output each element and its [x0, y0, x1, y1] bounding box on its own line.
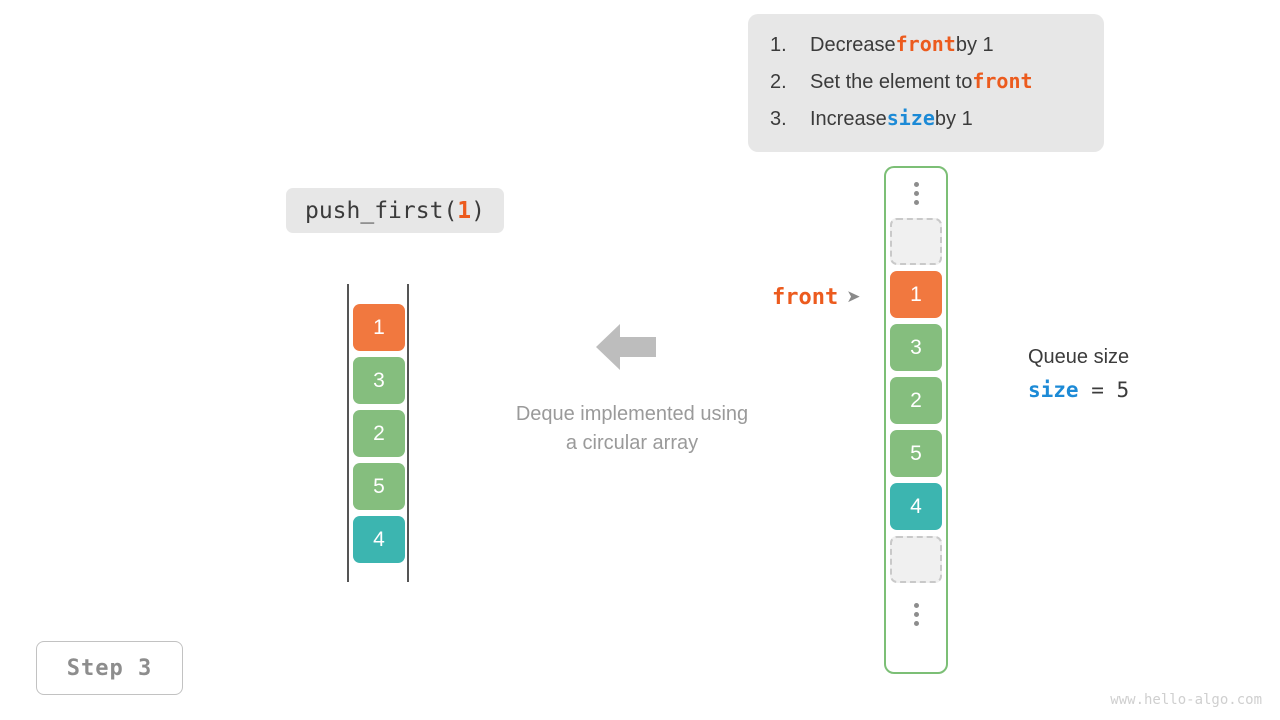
deque-cell-list: 1 3 2 5 4: [353, 304, 405, 569]
arrow-right-icon: ➤: [846, 287, 861, 306]
instruction-step-text-pre: Increase: [810, 108, 887, 130]
queue-size-readout: Queue size size = 5: [1028, 344, 1228, 402]
operation-argument: 1: [457, 197, 472, 224]
instruction-step-text-post: by 1: [955, 34, 994, 56]
caption-line-2: a circular array: [565, 432, 699, 454]
array-cell: 5: [890, 430, 942, 477]
instruction-step-number: 2.: [770, 71, 787, 93]
queue-size-expression: size = 5: [1028, 378, 1228, 402]
step-badge: Step 3: [36, 641, 183, 695]
instruction-panel: 1. Decrease front by 1 2. Set the elemen…: [748, 14, 1104, 152]
instruction-step-number: 1.: [770, 34, 787, 56]
instruction-step: 1. Decrease front by 1: [770, 32, 1084, 69]
operation-label: push_first(1): [286, 188, 504, 233]
left-arrow-icon: [596, 322, 656, 372]
deque-cell: 2: [353, 410, 405, 457]
array-cell: 4: [890, 483, 942, 530]
circular-array-visualization: 1 3 2 5 4: [884, 166, 948, 674]
operation-close-paren: ): [471, 197, 486, 224]
array-cell: 1: [890, 271, 942, 318]
array-cell: 2: [890, 377, 942, 424]
ellipsis-dots-icon-bottom: [913, 589, 919, 639]
deque-cell: 5: [353, 463, 405, 510]
instruction-step-text-pre: Decrease: [810, 34, 896, 56]
keyword-size: size: [1028, 378, 1079, 402]
queue-size-value: = 5: [1078, 378, 1130, 402]
keyword-front: front: [972, 69, 1033, 93]
empty-slot: [890, 536, 942, 583]
deque-cell: 4: [353, 516, 405, 563]
queue-size-title: Queue size: [1028, 346, 1130, 368]
deque-cell: 1: [353, 304, 405, 351]
instruction-step-text-pre: Set the element to: [810, 71, 973, 93]
keyword-size: size: [886, 106, 935, 130]
front-pointer: front ➤: [772, 285, 860, 310]
diagram-caption: Deque implemented using a circular array: [452, 400, 812, 458]
front-pointer-label: front: [772, 285, 839, 310]
circular-array-cell-list: 1 3 2 5 4: [890, 218, 942, 589]
array-cell: 3: [890, 324, 942, 371]
instruction-step-number: 3.: [770, 108, 787, 130]
deque-rail-left: [347, 284, 349, 582]
instruction-step: 2. Set the element to front: [770, 69, 1084, 106]
empty-slot: [890, 218, 942, 265]
ellipsis-dots-icon-top: [913, 168, 919, 218]
deque-rail-right: [407, 284, 409, 582]
instruction-step-text-post: by 1: [934, 108, 973, 130]
deque-visualization: 1 3 2 5 4: [340, 284, 416, 582]
keyword-front: front: [895, 32, 956, 56]
watermark: www.hello-algo.com: [1110, 692, 1262, 708]
operation-name: push_first(: [304, 197, 458, 224]
deque-cell: 3: [353, 357, 405, 404]
caption-line-1: Deque implemented using: [515, 403, 749, 425]
instruction-step: 3. Increase size by 1: [770, 106, 1084, 143]
